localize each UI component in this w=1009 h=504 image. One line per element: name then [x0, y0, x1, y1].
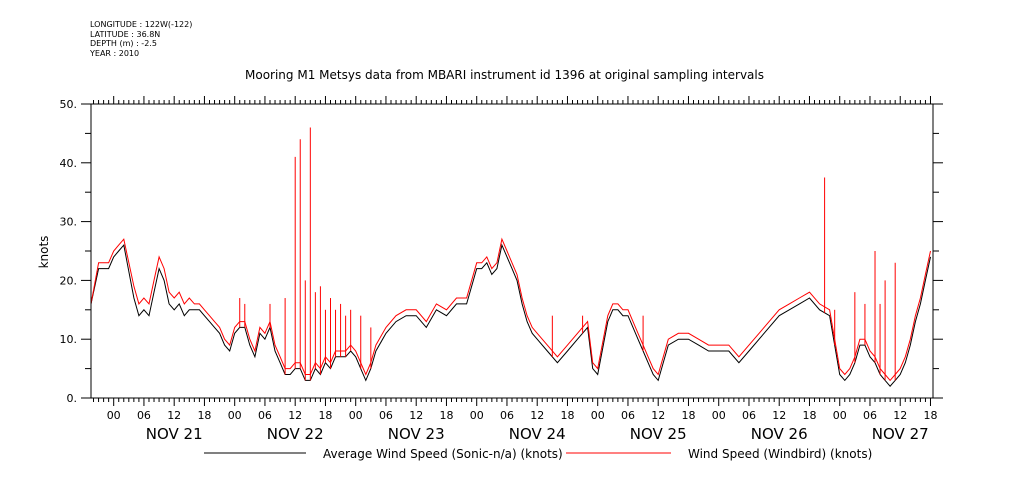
x-hour-label: 06 [863, 409, 877, 422]
series-line-average [90, 243, 931, 387]
x-day-label: NOV 21 [146, 425, 203, 443]
x-day-label: NOV 25 [630, 425, 687, 443]
plot-frame [90, 103, 934, 399]
x-hour-label: 06 [379, 409, 393, 422]
series-line-windbird [90, 237, 931, 382]
x-hour-label: 12 [651, 409, 665, 422]
x-hour-label: 06 [742, 409, 756, 422]
x-hour-label: 06 [137, 409, 151, 422]
x-hour-label: 12 [288, 409, 302, 422]
series-layer [90, 127, 931, 387]
year-label: YEAR : 2010 [90, 48, 140, 58]
x-hour-label: 18 [197, 409, 211, 422]
x-hour-label: 00 [228, 409, 242, 422]
x-hour-label: 00 [712, 409, 726, 422]
x-hour-label: 06 [500, 409, 514, 422]
y-axis: 0. 10. 20. 30. 40. 50. [60, 98, 943, 405]
x-day-label: NOV 22 [267, 425, 324, 443]
x-hour-label: 00 [591, 409, 605, 422]
y-axis-label: knots [37, 236, 51, 269]
y-tick-label: 10. [60, 333, 78, 346]
x-hour-label: 18 [802, 409, 816, 422]
x-day-label: NOV 24 [509, 425, 566, 443]
y-tick-label: 50. [60, 98, 78, 111]
x-axis: 00 06 12 18 00 06 12 18 00 06 12 18 00 06 12 18 00 06 12 18… [93, 96, 937, 443]
x-day-label: NOV 27 [872, 425, 929, 443]
depth-label: DEPTH (m) : -2.5 [90, 39, 157, 48]
x-hour-label: 00 [470, 409, 484, 422]
legend: Average Wind Speed (Sonic-n/a) (knots) W… [204, 447, 872, 461]
chart-title: Mooring M1 Metsys data from MBARI instru… [245, 68, 764, 82]
x-hour-label: 18 [923, 409, 937, 422]
x-hour-label: 12 [167, 409, 181, 422]
x-day-label: NOV 26 [751, 425, 808, 443]
metadata-block: LONGITUDE : 122W(-122) LATITUDE : 36.8N … [90, 20, 192, 58]
x-day-label: NOV 23 [388, 425, 445, 443]
longitude-label: LONGITUDE : 122W(-122) [90, 20, 193, 29]
x-hour-label: 12 [409, 409, 423, 422]
latitude-label: LATITUDE : 36.8N [90, 29, 161, 39]
y-tick-label: 30. [60, 216, 78, 229]
x-hour-label: 00 [833, 409, 847, 422]
y-tick-label: 0. [67, 392, 78, 405]
legend-label-windbird: Wind Speed (Windbird) (knots) [688, 447, 872, 461]
legend-label-average: Average Wind Speed (Sonic-n/a) (knots) [323, 447, 563, 461]
x-hour-label: 12 [530, 409, 544, 422]
x-hour-label: 00 [349, 409, 363, 422]
x-hour-label: 18 [560, 409, 574, 422]
x-hour-label: 18 [439, 409, 453, 422]
x-hour-label: 06 [258, 409, 272, 422]
y-tick-label: 40. [60, 157, 78, 170]
x-hour-label: 12 [772, 409, 786, 422]
y-tick-label: 20. [60, 274, 78, 287]
x-hour-label: 18 [318, 409, 332, 422]
x-hour-label: 12 [893, 409, 907, 422]
x-hour-label: 06 [621, 409, 635, 422]
x-hour-label: 00 [107, 409, 121, 422]
x-hour-label: 18 [681, 409, 695, 422]
